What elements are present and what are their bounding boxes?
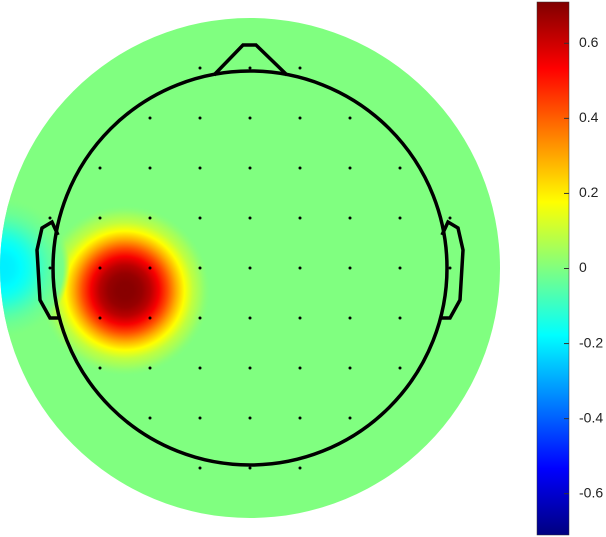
electrode — [298, 416, 302, 420]
electrode — [198, 66, 202, 70]
electrode — [298, 66, 302, 70]
electrode — [348, 266, 352, 270]
colorbar-tick-label: -0.6 — [579, 484, 603, 500]
electrode — [248, 216, 252, 220]
electrode — [48, 316, 52, 320]
electrode — [198, 366, 202, 370]
colorbar-tick-label: 0.4 — [579, 109, 599, 125]
colorbar-tick-label: 0.2 — [579, 184, 599, 200]
electrode — [248, 116, 252, 120]
electrode — [48, 216, 52, 220]
colorbar-tick-label: -0.4 — [579, 409, 603, 425]
electrode — [348, 216, 352, 220]
electrode — [148, 166, 152, 170]
electrode — [148, 416, 152, 420]
electrode — [248, 466, 252, 470]
colorbar-tick-label: 0.6 — [579, 34, 599, 50]
electrode — [348, 416, 352, 420]
electrode — [298, 116, 302, 120]
source-blob — [0, 198, 70, 338]
electrode — [198, 466, 202, 470]
electrode — [248, 366, 252, 370]
electrode — [148, 116, 152, 120]
electrode — [148, 366, 152, 370]
electrode — [198, 316, 202, 320]
colorbar — [536, 1, 570, 536]
electrode — [398, 216, 402, 220]
electrode — [348, 166, 352, 170]
electrode — [148, 266, 152, 270]
electrode — [198, 266, 202, 270]
colorbar-tick-label: -0.2 — [579, 334, 603, 350]
electrode — [148, 316, 152, 320]
source-blob — [40, 205, 210, 376]
electrode — [398, 266, 402, 270]
electrode — [398, 166, 402, 170]
electrode — [298, 216, 302, 220]
electrode — [248, 416, 252, 420]
electrode — [248, 266, 252, 270]
electrode — [198, 216, 202, 220]
electrode — [298, 366, 302, 370]
electrode — [48, 266, 52, 270]
electrode — [98, 266, 102, 270]
electrode — [98, 366, 102, 370]
electrodes — [48, 66, 452, 470]
electrode — [448, 316, 452, 320]
electrode — [348, 316, 352, 320]
electrode — [198, 416, 202, 420]
electrode — [448, 216, 452, 220]
electrode — [398, 316, 402, 320]
electrode — [448, 266, 452, 270]
electrode — [298, 466, 302, 470]
electrode — [248, 66, 252, 70]
electrode — [248, 316, 252, 320]
colorbar-tick-label: 0 — [579, 259, 587, 275]
electrode — [348, 116, 352, 120]
electrode — [248, 166, 252, 170]
electrode — [398, 366, 402, 370]
electrode — [348, 366, 352, 370]
electrode — [98, 166, 102, 170]
electrode — [98, 216, 102, 220]
electrode — [198, 116, 202, 120]
scalp-map — [0, 18, 500, 518]
electrode — [298, 316, 302, 320]
electrode — [298, 166, 302, 170]
electrode — [198, 166, 202, 170]
electrode — [98, 316, 102, 320]
electrode — [298, 266, 302, 270]
electrode — [148, 216, 152, 220]
